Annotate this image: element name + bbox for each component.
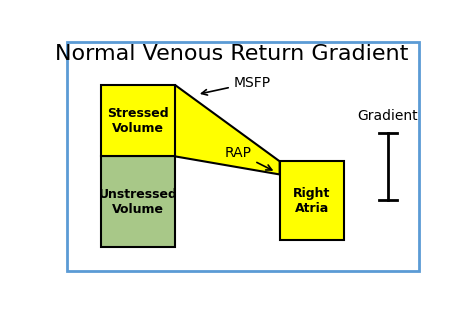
Text: Gradient: Gradient xyxy=(358,109,419,123)
Text: Unstressed
Volume: Unstressed Volume xyxy=(99,188,178,216)
Text: RAP: RAP xyxy=(225,146,272,170)
Bar xyxy=(280,161,344,240)
Text: Normal Venous Return Gradient: Normal Venous Return Gradient xyxy=(55,44,409,64)
Bar xyxy=(101,156,175,247)
Bar xyxy=(101,85,175,156)
Polygon shape xyxy=(175,85,280,175)
Text: Stressed
Volume: Stressed Volume xyxy=(108,107,169,135)
Text: MSFP: MSFP xyxy=(201,76,271,95)
Text: Right
Atria: Right Atria xyxy=(293,187,330,215)
